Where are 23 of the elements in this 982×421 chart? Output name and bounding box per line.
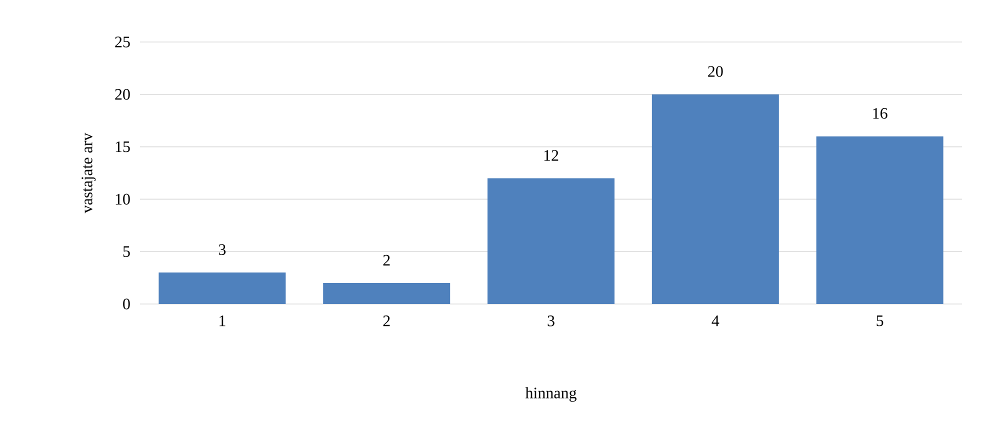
y-tick-label: 20 [115,89,130,100]
x-tick-label: 2 [383,316,390,326]
bar [816,136,944,304]
bar [488,178,615,304]
x-tick-label: 3 [548,316,554,326]
x-tick-label: 4 [712,316,720,326]
data-label: 3 [218,244,226,256]
bar [323,283,450,304]
x-tick-label: 1 [220,316,226,326]
y-tick-label: 0 [123,298,130,310]
data-label: 2 [383,254,390,266]
y-tick-label: 10 [116,194,130,205]
data-label: 20 [708,66,723,77]
y-axis-title: vastajate arv [82,132,96,214]
y-tick-label: 15 [116,141,130,152]
y-tick-label: 25 [115,36,130,48]
x-axis-title: hinnang [525,387,576,402]
data-label: 16 [873,108,888,119]
bar [158,272,286,304]
y-tick-label: 5 [123,246,130,257]
data-label: 12 [544,150,558,161]
x-tick-label: 5 [876,316,884,326]
bar [652,94,779,304]
